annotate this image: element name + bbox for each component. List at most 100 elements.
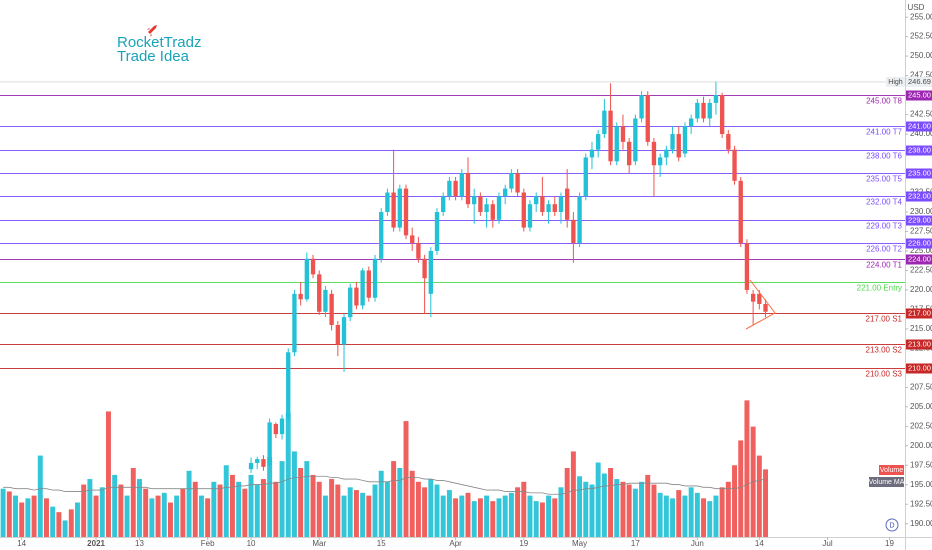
- y-tick-label: 247.50: [910, 71, 932, 80]
- volume-bar: [391, 461, 397, 537]
- candle-body: [273, 423, 279, 435]
- level-label: 229.00 T3: [866, 222, 902, 231]
- level-tag: [906, 191, 932, 202]
- level-tag: [906, 168, 932, 179]
- candle-body: [385, 192, 390, 212]
- volume-bar: [676, 490, 682, 537]
- candle-body: [422, 258, 427, 279]
- candle-body: [496, 196, 502, 220]
- level-label: 210.00 S3: [866, 370, 903, 379]
- volume-bar: [763, 469, 769, 537]
- volume-bar: [254, 484, 260, 537]
- volume-bar: [87, 479, 93, 537]
- volume-bar: [31, 495, 37, 537]
- volume-bar: [167, 502, 173, 537]
- candle-body: [366, 270, 371, 298]
- volume-bar: [205, 498, 211, 537]
- volume-bar: [180, 488, 186, 537]
- candle-body: [341, 317, 347, 345]
- level-tag-label: 241.00: [908, 121, 931, 130]
- triangle-drawing: [745, 279, 776, 330]
- volume-bar: [521, 481, 527, 537]
- volume-bar: [68, 509, 74, 537]
- volume-bar: [428, 479, 434, 537]
- candle-body: [255, 459, 260, 463]
- x-tick-label: 19: [519, 539, 528, 548]
- volume-bar: [459, 495, 465, 537]
- volume-bar: [25, 498, 31, 537]
- candle-body: [626, 141, 632, 166]
- volume-bar: [502, 495, 508, 537]
- volume-bar: [229, 474, 235, 537]
- high-value-tag: [906, 76, 932, 87]
- candle-body: [552, 204, 557, 212]
- volume-bar: [186, 470, 192, 537]
- volume-bar: [701, 498, 707, 537]
- badge-circle: [885, 518, 899, 532]
- volume-bar: [403, 421, 409, 537]
- volume-bar: [620, 481, 626, 537]
- volume-bar: [434, 484, 440, 537]
- volume-bar: [539, 502, 545, 537]
- candle-body: [602, 110, 607, 135]
- candle-body: [571, 219, 576, 244]
- candle-body: [292, 293, 297, 353]
- volume-bar: [725, 481, 731, 537]
- candle-body: [447, 180, 452, 197]
- candle-body: [565, 188, 570, 220]
- high-label: High: [888, 79, 903, 86]
- candle-body: [645, 95, 650, 142]
- volume-bar: [558, 487, 564, 537]
- candle-body: [670, 134, 675, 150]
- candle-body: [410, 235, 415, 244]
- level-label: 221.00 Entry: [857, 284, 902, 293]
- level-tag-label: 245.00: [908, 90, 931, 99]
- volume-bar: [44, 498, 49, 537]
- y-tick-label: 250.00: [910, 51, 932, 60]
- x-tick-label: 14: [17, 539, 26, 548]
- volume-bar: [341, 495, 347, 537]
- volume-bar: [93, 495, 99, 537]
- volume-bar: [112, 474, 118, 537]
- volume-bar: [484, 495, 490, 537]
- volume-bar: [37, 455, 43, 537]
- volume-bar: [694, 492, 700, 537]
- y-tick-label: 192.50: [910, 499, 932, 508]
- candle-body: [651, 141, 657, 166]
- volume-bar: [527, 495, 533, 537]
- level-tag: [906, 238, 932, 249]
- y-tick-label: 197.50: [910, 460, 932, 469]
- x-tick-label: Jul: [822, 539, 832, 548]
- y-tick-label: 225.00: [910, 246, 932, 255]
- volume-bar: [626, 484, 632, 537]
- candle-body: [633, 118, 638, 162]
- volume-bar: [589, 484, 595, 537]
- volume-bar: [651, 484, 657, 537]
- candle-body: [639, 95, 644, 119]
- candle-body: [688, 118, 694, 127]
- candle-body: [744, 243, 750, 290]
- axis-tags: 245.00 241.00 238.00 235.00 232.00 229.00 226.…: [869, 77, 932, 487]
- volume-bar: [719, 487, 725, 537]
- volume-bar: [732, 465, 738, 537]
- candle-body: [620, 126, 626, 142]
- candle-body: [527, 204, 533, 228]
- volume-bar: [285, 412, 291, 537]
- candle-body: [534, 196, 539, 205]
- watermark: RocketTradz Trade Idea: [117, 25, 201, 65]
- volume-bar: [372, 484, 378, 537]
- candle-body: [261, 459, 266, 467]
- y-tick-label: 195.00: [910, 480, 932, 489]
- candle-body: [664, 149, 669, 158]
- level-label: 224.00 T1: [866, 261, 902, 270]
- volume-bar: [217, 484, 223, 537]
- candle-body: [490, 204, 495, 220]
- high-value-label: 246.69: [908, 77, 931, 86]
- volume-bar: [552, 498, 558, 537]
- volume-bar: [657, 492, 663, 537]
- candle-body: [577, 196, 582, 244]
- badge[interactable]: D: [885, 518, 899, 532]
- candle-body: [360, 270, 365, 306]
- volume-tag: [879, 465, 904, 475]
